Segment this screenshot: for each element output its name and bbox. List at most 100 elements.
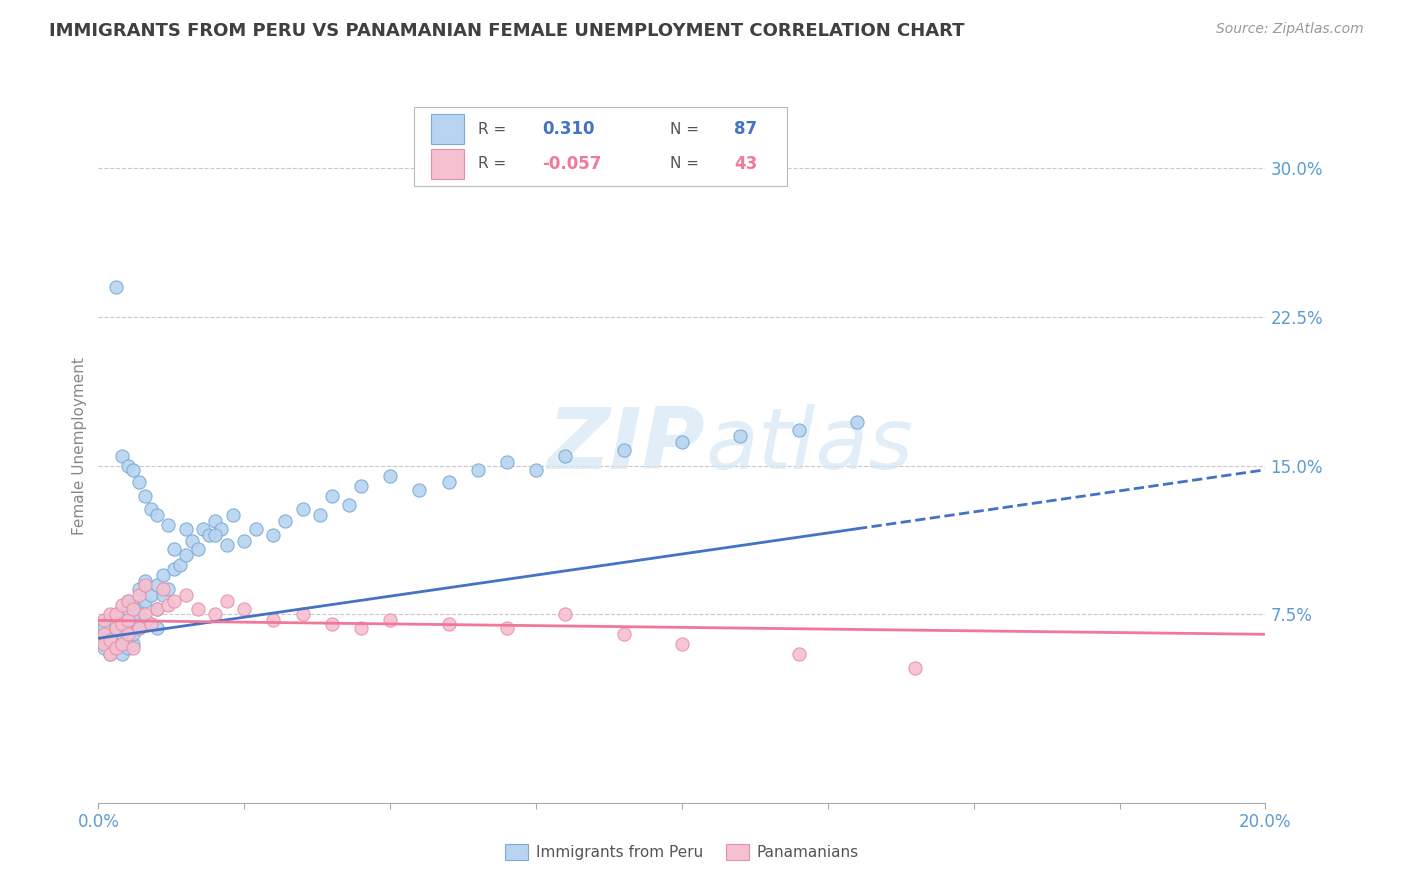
- Y-axis label: Female Unemployment: Female Unemployment: [72, 357, 87, 535]
- Point: [437, 617, 460, 632]
- Point: [122, 614, 145, 628]
- Point: [262, 528, 284, 542]
- Point: [111, 647, 134, 661]
- Point: [496, 621, 519, 635]
- Point: [98, 627, 121, 641]
- Point: [187, 542, 209, 557]
- Point: [93, 637, 115, 651]
- Point: [117, 641, 139, 656]
- Point: [163, 542, 186, 557]
- Point: [104, 641, 127, 656]
- Point: [146, 578, 169, 592]
- Point: [152, 582, 174, 596]
- Point: [198, 528, 221, 542]
- Point: [93, 617, 115, 632]
- Point: [93, 627, 115, 641]
- Text: R =: R =: [478, 121, 506, 136]
- Point: [496, 455, 519, 469]
- Point: [204, 528, 226, 542]
- Point: [233, 534, 256, 549]
- Point: [163, 562, 186, 576]
- Point: [787, 647, 810, 661]
- Point: [152, 567, 174, 582]
- Text: R =: R =: [478, 156, 506, 171]
- Point: [204, 607, 226, 622]
- Point: [111, 637, 134, 651]
- Point: [104, 280, 127, 294]
- Point: [98, 633, 121, 648]
- Point: [134, 593, 156, 607]
- Point: [104, 607, 127, 622]
- Point: [122, 598, 145, 612]
- Point: [612, 442, 634, 457]
- Point: [122, 463, 145, 477]
- Point: [233, 601, 256, 615]
- Point: [215, 593, 238, 607]
- Point: [117, 617, 139, 632]
- Point: [111, 617, 134, 632]
- Point: [245, 522, 267, 536]
- Point: [262, 614, 284, 628]
- Point: [846, 415, 869, 429]
- Point: [117, 593, 139, 607]
- Text: 0.310: 0.310: [541, 120, 595, 138]
- Point: [111, 621, 134, 635]
- FancyBboxPatch shape: [432, 149, 464, 178]
- Point: [612, 627, 634, 641]
- Point: [98, 637, 121, 651]
- Point: [309, 508, 332, 523]
- FancyBboxPatch shape: [413, 107, 787, 186]
- Point: [128, 582, 150, 596]
- Point: [204, 514, 226, 528]
- Point: [157, 582, 180, 596]
- Point: [554, 449, 576, 463]
- Point: [904, 661, 927, 675]
- Point: [111, 598, 134, 612]
- Point: [174, 588, 197, 602]
- Point: [93, 621, 115, 635]
- Point: [787, 423, 810, 437]
- Point: [337, 499, 360, 513]
- Point: [291, 607, 314, 622]
- Point: [104, 633, 127, 648]
- Point: [524, 463, 547, 477]
- Point: [117, 601, 139, 615]
- Point: [163, 593, 186, 607]
- Point: [93, 614, 115, 628]
- Point: [134, 607, 156, 622]
- Text: N =: N =: [671, 121, 699, 136]
- Text: 43: 43: [734, 154, 758, 172]
- Text: Source: ZipAtlas.com: Source: ZipAtlas.com: [1216, 22, 1364, 37]
- Text: ZIP: ZIP: [547, 404, 706, 488]
- Text: -0.057: -0.057: [541, 154, 602, 172]
- Point: [291, 502, 314, 516]
- Point: [104, 621, 127, 635]
- Point: [134, 578, 156, 592]
- Point: [98, 614, 121, 628]
- Point: [321, 489, 343, 503]
- Point: [380, 614, 402, 628]
- Point: [169, 558, 191, 572]
- Point: [157, 598, 180, 612]
- Point: [174, 548, 197, 562]
- Point: [146, 601, 169, 615]
- Point: [117, 627, 139, 641]
- Point: [671, 435, 693, 450]
- Point: [117, 614, 139, 628]
- Point: [321, 617, 343, 632]
- Point: [193, 522, 215, 536]
- Point: [104, 641, 127, 656]
- Point: [408, 483, 430, 497]
- Point: [117, 458, 139, 473]
- Point: [128, 621, 150, 635]
- Point: [730, 429, 752, 443]
- Point: [274, 514, 297, 528]
- Point: [146, 508, 169, 523]
- Point: [139, 588, 162, 602]
- Point: [98, 647, 121, 661]
- Point: [350, 621, 373, 635]
- Text: 87: 87: [734, 120, 758, 138]
- Text: N =: N =: [671, 156, 699, 171]
- Point: [221, 508, 243, 523]
- Text: IMMIGRANTS FROM PERU VS PANAMANIAN FEMALE UNEMPLOYMENT CORRELATION CHART: IMMIGRANTS FROM PERU VS PANAMANIAN FEMAL…: [49, 22, 965, 40]
